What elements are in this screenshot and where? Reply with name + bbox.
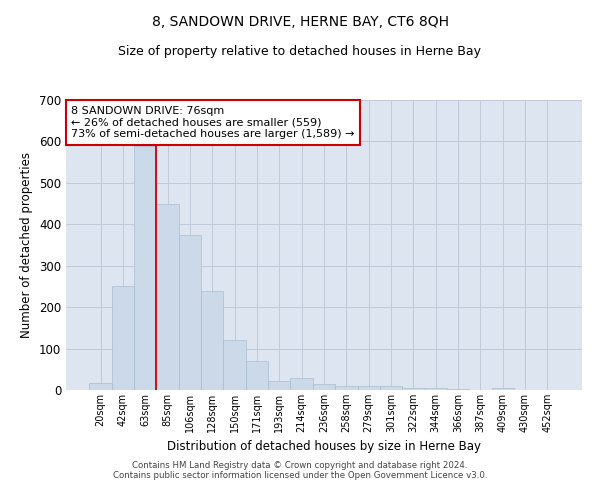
Bar [313, 384, 335, 390]
Bar [380, 386, 402, 390]
Bar [335, 386, 358, 390]
Text: Contains HM Land Registry data © Crown copyright and database right 2024.
Contai: Contains HM Land Registry data © Crown c… [113, 460, 487, 480]
Bar [268, 381, 290, 390]
Bar [491, 388, 514, 390]
Bar [425, 388, 447, 390]
Text: Size of property relative to detached houses in Herne Bay: Size of property relative to detached ho… [119, 45, 482, 58]
Bar [290, 378, 313, 390]
Bar [223, 340, 246, 390]
Bar [358, 386, 380, 390]
Bar [447, 389, 469, 390]
X-axis label: Distribution of detached houses by size in Herne Bay: Distribution of detached houses by size … [167, 440, 481, 454]
Bar [201, 292, 223, 390]
Text: 8, SANDOWN DRIVE, HERNE BAY, CT6 8QH: 8, SANDOWN DRIVE, HERNE BAY, CT6 8QH [151, 15, 449, 29]
Bar [112, 286, 134, 390]
Bar [246, 361, 268, 390]
Bar [89, 382, 112, 390]
Bar [157, 204, 179, 390]
Bar [179, 234, 201, 390]
Bar [402, 388, 425, 390]
Text: 8 SANDOWN DRIVE: 76sqm
← 26% of detached houses are smaller (559)
73% of semi-de: 8 SANDOWN DRIVE: 76sqm ← 26% of detached… [71, 106, 355, 139]
Y-axis label: Number of detached properties: Number of detached properties [20, 152, 34, 338]
Bar [134, 146, 157, 390]
